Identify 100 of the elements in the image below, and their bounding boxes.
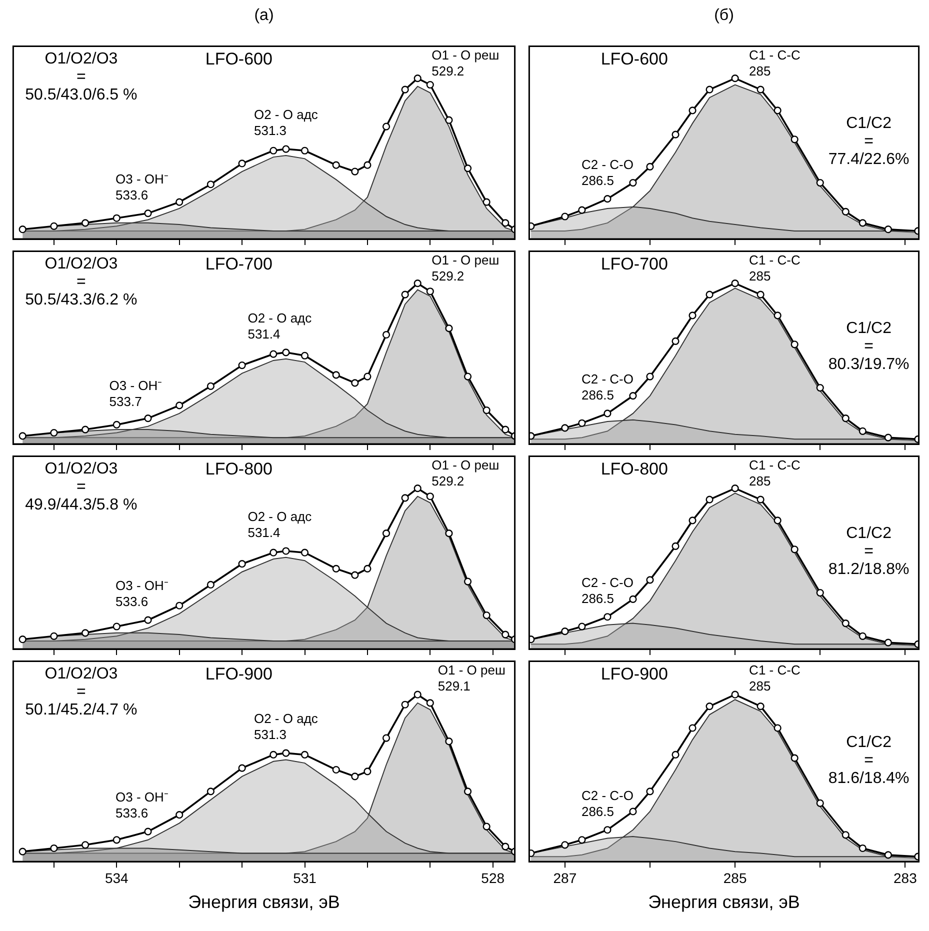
point	[382, 330, 390, 339]
point	[300, 146, 309, 154]
point	[578, 419, 586, 427]
chart-title: LFO-800	[205, 459, 272, 478]
point	[604, 826, 612, 834]
point	[672, 750, 680, 759]
point	[351, 379, 359, 387]
point	[482, 822, 490, 830]
point	[482, 198, 490, 206]
point	[629, 178, 637, 187]
chart-title: LFO-800	[600, 459, 668, 478]
point	[401, 700, 409, 708]
point	[414, 74, 422, 82]
point	[414, 484, 422, 492]
point	[646, 576, 654, 584]
point	[18, 848, 26, 856]
point	[282, 348, 290, 356]
x-axis-title: Энергия связи, эВ	[188, 892, 340, 912]
annotation: O1/O2/O3 = 50.5/43.3/6.2 %	[25, 256, 138, 309]
point	[112, 836, 120, 844]
point	[401, 290, 409, 298]
chart-title: LFO-600	[600, 49, 668, 68]
point	[270, 146, 278, 154]
x-tick-label: 531	[293, 870, 317, 886]
point	[858, 844, 866, 852]
point	[756, 290, 764, 298]
point	[561, 212, 569, 220]
point	[688, 516, 696, 524]
point	[176, 198, 184, 206]
x-tick-label: 287	[553, 870, 577, 886]
point	[561, 841, 569, 849]
point	[502, 842, 510, 850]
point	[502, 219, 510, 227]
point	[604, 195, 612, 203]
chart-title: LFO-700	[600, 254, 668, 274]
point	[401, 494, 409, 502]
annotation: O3 - OH⁻ 533.6	[116, 171, 168, 202]
chart-title: LFO-900	[205, 664, 272, 684]
annotation: C2 - C-O 286.5	[581, 156, 634, 188]
chart-subtitle: (a)	[253, 7, 275, 26]
point	[414, 690, 422, 698]
point	[790, 754, 798, 762]
annotation: C1/C2 = 81.6/18.4%	[828, 734, 910, 787]
annotation: O2 - O адс 531.3	[254, 711, 318, 742]
point	[382, 122, 390, 130]
point	[884, 226, 892, 234]
point	[688, 106, 696, 114]
point	[646, 162, 654, 170]
annotation: O2 - O адс 531.3	[254, 107, 318, 138]
point	[382, 734, 390, 742]
point	[414, 280, 422, 288]
point	[300, 352, 309, 360]
point	[578, 836, 586, 844]
point	[82, 629, 90, 637]
point	[300, 750, 309, 759]
point	[206, 788, 215, 796]
point	[706, 86, 714, 94]
point	[629, 808, 637, 816]
point	[502, 426, 510, 434]
annotation: C1 - C-C 285	[749, 47, 800, 78]
annotation: O2 - O адс 531.4	[248, 509, 312, 540]
point	[50, 632, 58, 640]
point	[426, 492, 434, 500]
point	[464, 164, 472, 172]
annotation: O3 - OH⁻ 533.6	[116, 578, 168, 610]
point	[482, 406, 490, 414]
point	[401, 86, 409, 94]
point	[756, 496, 764, 504]
point	[112, 622, 120, 630]
point	[884, 638, 892, 646]
point	[884, 851, 892, 859]
point	[646, 372, 654, 380]
chart-title: LFO-600	[205, 49, 272, 68]
annotation: C2 - C-O 286.5	[581, 574, 634, 606]
chart-title: LFO-700	[205, 254, 272, 274]
annotation: C1/C2 = 77.4/22.6%	[828, 115, 910, 168]
point	[351, 168, 359, 176]
point	[688, 724, 696, 732]
point	[706, 496, 714, 504]
point	[706, 290, 714, 298]
point	[842, 831, 850, 839]
point	[629, 392, 637, 400]
point	[18, 226, 26, 234]
point	[842, 414, 850, 422]
annotation: C1/C2 = 80.3/19.7%	[828, 320, 910, 374]
annotation: C1 - C-C 285	[749, 457, 800, 488]
point	[790, 136, 798, 144]
point	[332, 371, 340, 379]
point	[445, 530, 453, 538]
point	[774, 724, 782, 732]
point	[426, 699, 434, 707]
point	[790, 340, 798, 348]
point	[382, 530, 390, 538]
point	[816, 384, 824, 392]
point	[672, 130, 680, 138]
x-tick-label: 285	[723, 870, 747, 886]
point	[270, 750, 278, 759]
point	[270, 548, 278, 556]
point	[426, 288, 434, 296]
point	[756, 86, 764, 94]
